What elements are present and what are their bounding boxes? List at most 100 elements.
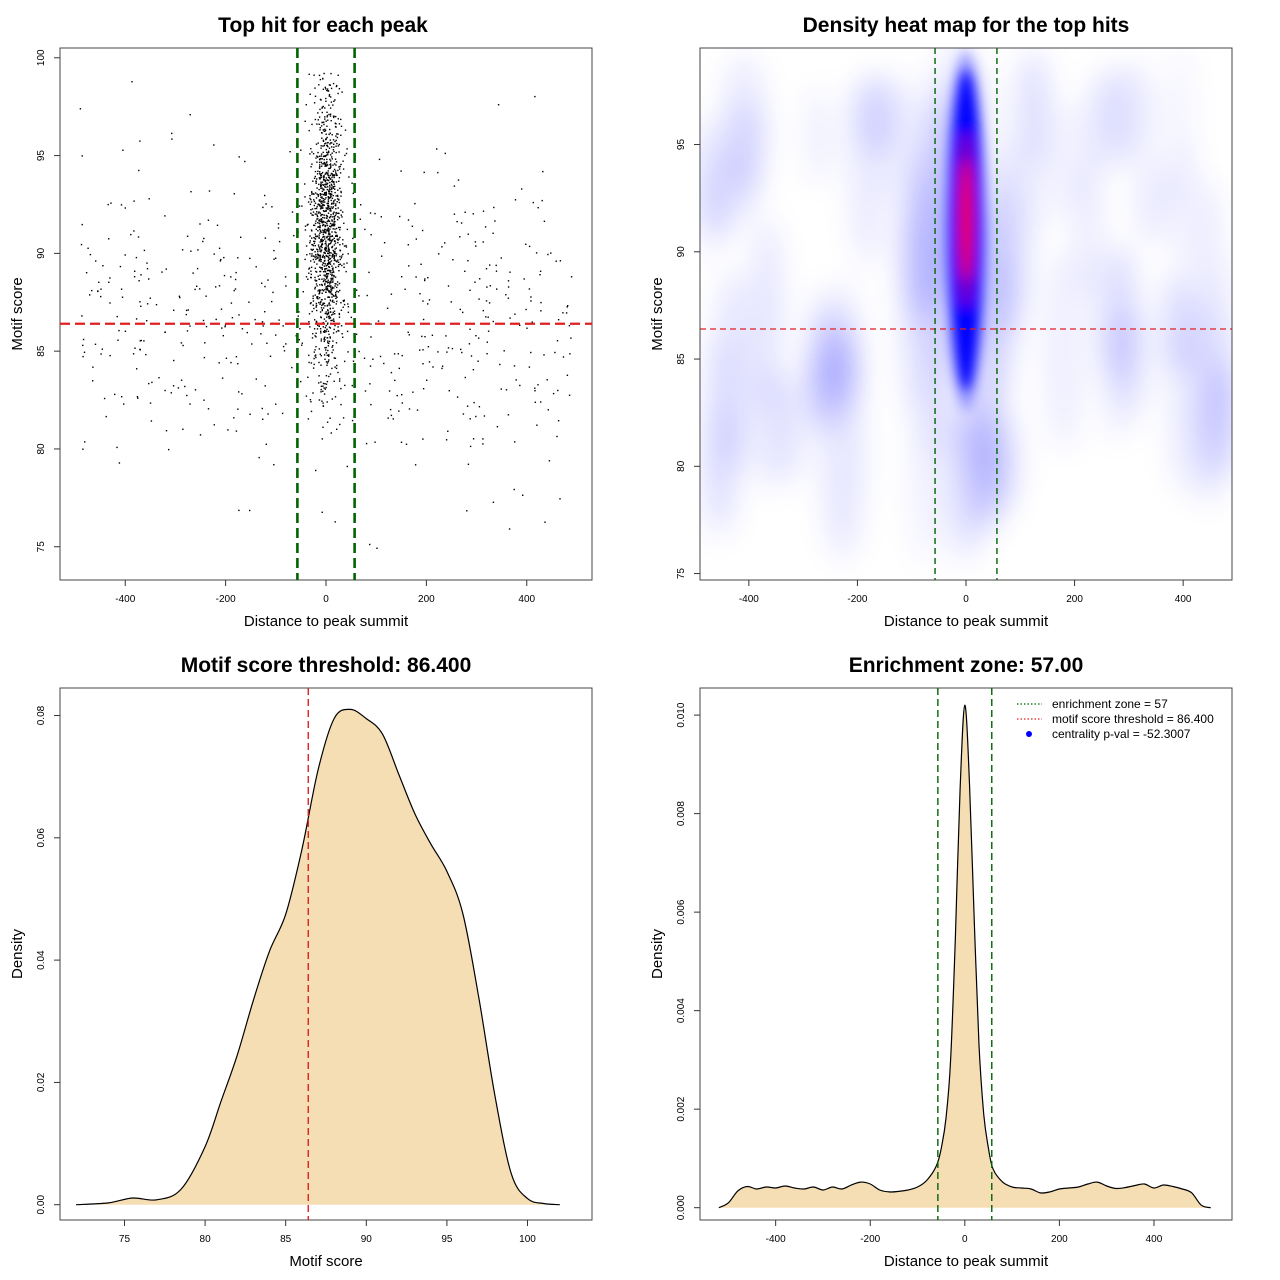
heatmap-background-density [700,48,1232,564]
scatter-point [334,191,336,194]
scatter-point [326,136,328,139]
scatter-point [311,193,313,195]
scatter-point [323,236,326,238]
scatter-point [515,379,517,381]
scatter-point [328,167,330,170]
x-tick-label: -200 [860,1234,880,1245]
scatter-point [335,164,337,166]
scatter-point [330,432,332,434]
scatter-point [337,169,339,172]
scatter-point [332,238,334,241]
scatter-point [401,354,403,357]
scatter-point [327,170,329,172]
scatter-point [230,276,232,278]
scatter-point [334,285,336,287]
scatter-point [165,430,168,432]
scatter-point [324,184,327,186]
scatter-point [469,328,471,330]
scatter-point [81,223,83,226]
scatter-point [392,418,394,420]
scatter-point [329,286,332,288]
scatter-point [320,147,322,149]
scatter-point [366,294,368,297]
scatter-point [244,160,246,163]
scatter-point [285,343,287,345]
scatter-point [325,162,327,164]
scatter-point [539,270,542,272]
distance-density-y-label: Density [649,928,666,979]
scatter-point [331,156,333,158]
scatter-point [446,351,448,353]
scatter-point [369,543,371,546]
scatter-point [320,181,322,183]
scatter-point [293,234,295,237]
scatter-point [428,299,431,301]
scatter-point [503,350,505,352]
scatter-point [338,238,340,240]
scatter-point [331,223,333,225]
scatter-point [330,87,333,90]
x-tick-label: 75 [119,1234,131,1245]
scatter-point [277,227,280,229]
heatmap-ref-lines [700,48,1232,580]
scatter-point [318,158,321,160]
scatter-point [331,296,333,298]
scatter-point [324,198,326,201]
scatter-point [264,237,267,239]
scatter-point [317,256,319,258]
scatter-point [420,263,422,265]
scatter-point [251,343,253,345]
scatter-point [321,206,323,208]
scatter-point [447,285,450,287]
scatter-point [291,211,294,213]
scatter-point [345,270,347,273]
scatter-point [320,338,323,340]
scatter-point [319,231,322,233]
scatter-point [161,271,163,273]
scatter-point [329,225,331,227]
scatter-point [459,308,461,311]
scatter-point [324,288,326,291]
scatter-point [321,121,323,124]
scatter-point [321,231,323,233]
scatter-point [310,266,313,268]
scatter-point [327,342,329,344]
scatter-point [331,207,334,209]
scatter-point [326,281,328,283]
scatter-point [329,164,331,166]
scatter-point [194,288,196,291]
scatter-point [316,187,318,189]
scatter-point [542,170,544,173]
scatter-point [489,285,491,287]
scatter-point [325,133,327,135]
scatter-point [469,418,471,420]
scatter-point [398,367,400,370]
scatter-point [319,274,321,276]
scatter-point [101,348,103,350]
scatter-point [310,255,313,257]
scatter-point [312,244,315,247]
scatter-point [336,296,338,298]
scatter-point [338,143,340,146]
scatter-point [249,509,251,512]
scatter-point [310,166,312,168]
scatter-point [330,225,333,227]
scatter-point [310,260,312,262]
scatter-point [172,385,175,387]
scatter-point [331,220,333,222]
scatter-point [351,182,353,184]
scatter-point [325,214,328,217]
scatter-point [325,383,328,385]
scatter-point [131,81,133,83]
scatter-point [321,207,323,209]
scatter-point [171,132,173,135]
scatter-point [337,241,339,244]
scatter-point [325,286,327,288]
scatter-point [342,211,344,213]
scatter-point [325,197,327,199]
scatter-point [323,123,325,126]
scatter-point [334,521,336,523]
scatter-point [539,274,541,276]
y-tick-label: 0.004 [676,998,687,1023]
y-tick-label: 0.010 [676,702,687,727]
